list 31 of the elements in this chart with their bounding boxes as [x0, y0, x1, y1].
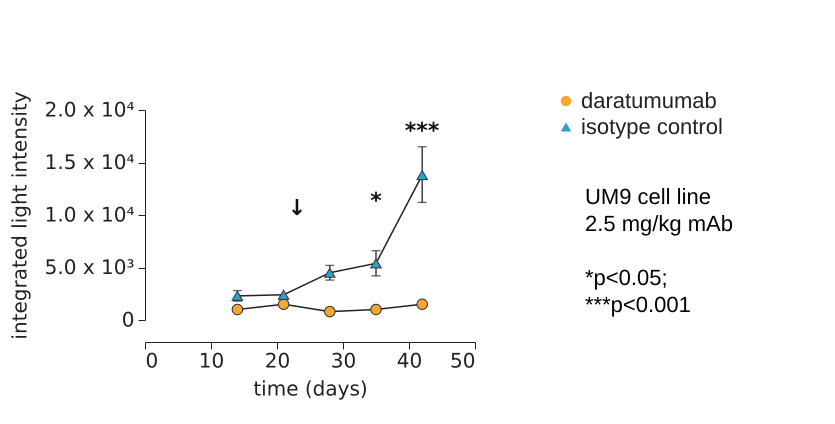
- legend-label: daratumumab: [581, 88, 717, 113]
- point: [324, 306, 336, 318]
- point: [232, 304, 244, 316]
- y-axis-title: integrated light intensity: [8, 91, 32, 340]
- x-tick-label: 40: [396, 348, 422, 372]
- point: [416, 170, 428, 180]
- y-tick-label: 0: [122, 308, 134, 332]
- x-tick-label: 10: [198, 348, 224, 372]
- x-tick-label: 0: [146, 348, 158, 372]
- point: [370, 258, 382, 268]
- point: [370, 304, 382, 316]
- point: [278, 298, 290, 310]
- text: *p<0.05;: [585, 264, 669, 291]
- x-axis-title: time (days): [253, 376, 368, 400]
- y-tick-label: 5.0 x 10³: [44, 255, 134, 279]
- x-tick-label: 20: [264, 348, 290, 372]
- point: [416, 298, 428, 310]
- annotation: *: [370, 189, 382, 214]
- text: ***p<0.001: [585, 291, 692, 318]
- point: [278, 290, 290, 300]
- point: [324, 268, 336, 278]
- y-tick-label: 1.0 x 10⁴: [44, 202, 134, 226]
- y-tick-label: 2.0 x 10⁴: [44, 98, 134, 122]
- y-tick-label: 1.5 x 10⁴: [44, 150, 134, 174]
- x-tick-label: 30: [330, 348, 356, 372]
- annotation: ↓: [288, 196, 306, 221]
- text: UM9 cell line: [585, 183, 712, 210]
- x-tick-label: 50: [450, 348, 476, 372]
- annotation: ***: [404, 119, 440, 144]
- legend-label: isotype control: [581, 114, 723, 139]
- text: 2.5 mg/kg mAb: [585, 210, 733, 237]
